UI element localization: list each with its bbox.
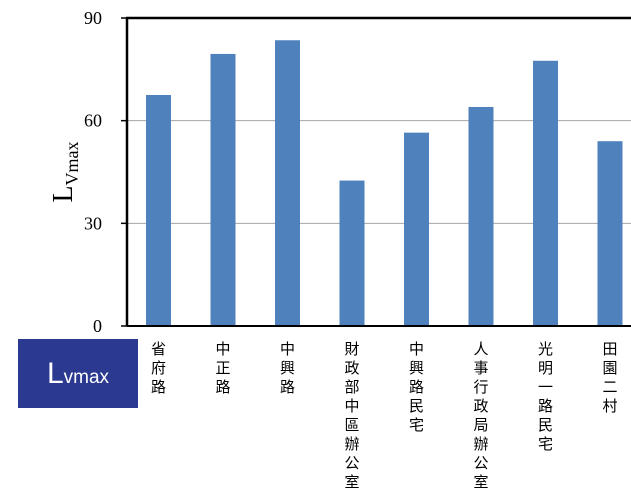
category-char: 事 (473, 359, 488, 377)
category-char: 民 (538, 416, 553, 434)
category-label-1: 省府路 (151, 340, 166, 396)
category-char: 中 (280, 340, 295, 358)
bar-6 (468, 106, 494, 326)
category-char: 路 (280, 378, 295, 396)
category-char: 路 (538, 397, 553, 415)
category-char: 光 (538, 340, 553, 358)
category-char: 田 (602, 340, 617, 358)
category-char: 中 (215, 340, 230, 358)
category-char: 村 (602, 397, 617, 415)
category-char: 公 (344, 454, 359, 472)
y-tick-label: 30 (84, 213, 102, 233)
category-char: 室 (473, 473, 488, 491)
bar-8 (597, 141, 623, 326)
category-char: 正 (215, 359, 230, 377)
category-char: 室 (344, 473, 359, 491)
category-char: 中 (409, 340, 424, 358)
category-label-2: 中正路 (215, 340, 230, 396)
y-axis-label-sub: Vmax (62, 141, 82, 185)
bar-4 (339, 180, 365, 326)
y-axis-label: LVmax (48, 141, 82, 202)
category-char: 辦 (344, 435, 359, 453)
category-char: 路 (409, 378, 424, 396)
y-tick-label: 0 (93, 316, 102, 336)
category-char: 明 (538, 359, 553, 377)
category-char: 辦 (473, 435, 488, 453)
category-char: 部 (344, 378, 359, 396)
bar-7 (533, 60, 558, 327)
bar-series (146, 40, 623, 327)
category-char: 局 (473, 416, 488, 434)
category-char: 公 (473, 454, 488, 472)
category-char: 二 (602, 378, 617, 396)
category-char: 路 (215, 378, 230, 396)
category-char: 興 (280, 359, 295, 377)
category-char: 園 (602, 359, 617, 377)
category-char: 政 (344, 359, 359, 377)
category-char: 興 (409, 359, 424, 377)
category-char: 行 (473, 378, 488, 396)
category-char: 政 (473, 397, 488, 415)
category-char: 人 (473, 340, 488, 358)
category-char: 一 (538, 378, 553, 396)
category-char: 財 (344, 340, 359, 358)
bar-1 (146, 95, 171, 326)
category-label-3: 中興路 (280, 340, 295, 396)
category-char: 府 (151, 359, 166, 377)
bar-5 (404, 132, 429, 326)
category-char: 區 (344, 416, 359, 434)
y-tick-label: 90 (84, 8, 102, 28)
y-tick-labels: 0 30 60 90 (84, 8, 127, 336)
y-axis-label-main: L (48, 185, 79, 202)
category-char: 中 (344, 397, 359, 415)
y-tick-label: 60 (84, 111, 102, 131)
axes (125, 16, 631, 327)
category-char: 路 (151, 378, 166, 396)
category-char: 宅 (538, 435, 553, 453)
bar-2 (210, 53, 236, 326)
category-char: 宅 (409, 416, 424, 434)
badge-main-text: L (46, 356, 64, 390)
badge-sub-text: vmax (63, 367, 110, 388)
bar-3 (275, 40, 300, 326)
category-char: 省 (151, 340, 166, 358)
category-char: 民 (409, 397, 424, 415)
